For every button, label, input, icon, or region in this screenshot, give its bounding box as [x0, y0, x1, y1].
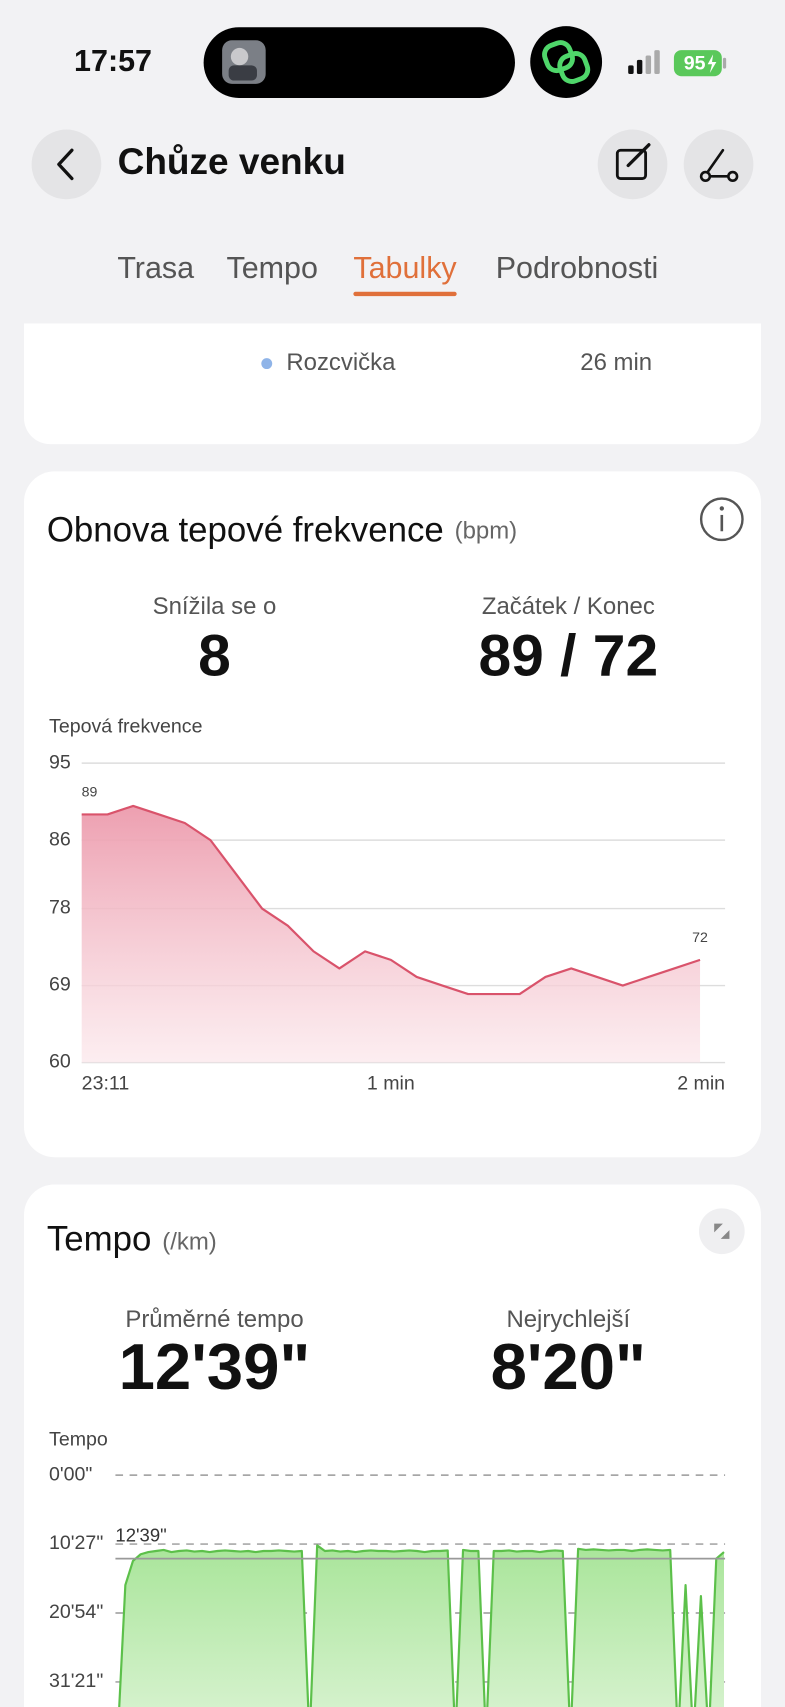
segment-duration: 26 min: [580, 349, 652, 376]
expand-button[interactable]: [698, 1208, 745, 1255]
y-tick-label: 69: [49, 974, 71, 996]
stat-label: Nejrychlejší: [506, 1306, 630, 1333]
y-tick-label: 20'54": [49, 1601, 103, 1623]
route-button[interactable]: [683, 129, 754, 200]
y-tick-label: 10'27": [49, 1532, 103, 1554]
info-button[interactable]: [699, 497, 744, 542]
data-label: 89: [82, 783, 98, 799]
y-tick-label: 0'00": [49, 1463, 92, 1485]
card-unit: (/km): [162, 1229, 217, 1256]
y-axis-label: Tempo: [49, 1428, 108, 1450]
area-fill: [119, 1545, 724, 1707]
status-time: 17:57: [74, 44, 152, 78]
x-tick-label: 1 min: [367, 1072, 415, 1094]
dynamic-island: [203, 27, 515, 98]
page-title: Chůze venku: [118, 140, 346, 182]
stat-value: 12'39": [119, 1330, 311, 1403]
plot: [81, 804, 701, 1063]
plot: [118, 1544, 725, 1707]
stat-label: Začátek / Konec: [482, 593, 655, 620]
data-line: [81, 804, 701, 996]
reference-label: 12'39": [115, 1525, 166, 1546]
y-tick-label: 86: [49, 828, 71, 850]
battery-level: 95: [684, 52, 706, 74]
signal-icon: [628, 50, 660, 75]
area-fill: [81, 805, 701, 1063]
stat-label: Snížila se o: [153, 593, 277, 620]
y-axis-label: Tepová frekvence: [49, 715, 203, 737]
card-title: Tempo: [47, 1219, 152, 1258]
segment-label: Rozcvička: [286, 349, 396, 376]
x-tick-label: 23:11: [82, 1072, 130, 1094]
tab[interactable]: Trasa: [117, 251, 194, 285]
tab[interactable]: Tempo: [226, 251, 317, 285]
tab[interactable]: Podrobnosti: [496, 251, 659, 285]
segment-card: [23, 323, 762, 445]
y-tick-label: 60: [49, 1051, 71, 1073]
tab-bar: Trasa Tempo Tabulky Podrobnosti: [117, 251, 659, 297]
y-tick-label: 31'21": [49, 1670, 103, 1692]
stat-value: 8'20": [491, 1330, 646, 1403]
card-title: Obnova tepové frekvence: [47, 511, 444, 550]
edit-button[interactable]: [597, 129, 668, 200]
stat-label: Průměrné tempo: [125, 1306, 303, 1333]
tab-underline: [353, 291, 457, 297]
tab[interactable]: Tabulky: [353, 251, 457, 285]
back-button[interactable]: [31, 129, 102, 200]
stat-value: 89 / 72: [478, 623, 658, 688]
battery-icon: 95: [673, 50, 727, 77]
data-line: [118, 1544, 725, 1707]
stat-value: 8: [198, 623, 231, 688]
data-label: 72: [692, 929, 708, 945]
y-tick-label: 78: [49, 897, 71, 919]
legend-dot: [261, 358, 273, 370]
card-unit: (bpm): [455, 518, 518, 545]
x-tick-label: 2 min: [677, 1072, 725, 1094]
app-activity-icon: [530, 26, 603, 98]
y-tick-label: 95: [49, 751, 71, 773]
